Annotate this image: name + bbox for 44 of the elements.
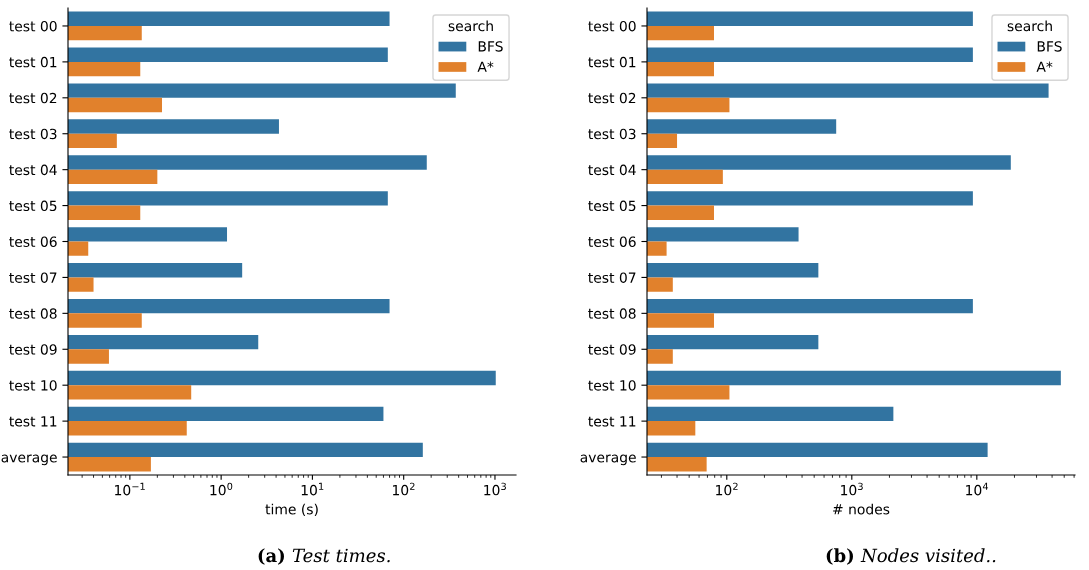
y-tick-label: test 01 [9,56,57,68]
y-tick-label: test 00 [9,20,57,32]
x-tick-label: 10$^{2}$ [716,482,738,496]
y-tick-label: test 02 [9,92,57,104]
y-tick-label: test 08 [9,308,57,319]
legend-label: BFS [1037,41,1062,52]
y-tick-label: test 11 [588,416,636,427]
y-tick-label: test 11 [9,416,57,427]
legend-label: A* [1036,61,1053,72]
y-tick-label: test 01 [588,56,636,68]
y-tick-label: test 10 [588,380,636,391]
x-tick-label: 10$^{2}$ [392,482,415,496]
x-tick-label: 10$^{3}$ [484,482,506,496]
y-tick-label: test 05 [588,200,636,212]
y-tick-label: test 03 [588,128,636,140]
legend-label: A* [477,61,494,72]
y-tick-label: test 09 [9,344,57,355]
x-axis-title: time (s) [265,503,318,517]
x-tick-label: 10$^{1}$ [301,482,324,496]
y-tick-label: test 07 [588,272,636,283]
y-tick-label: test 06 [588,236,636,247]
text: (b) Nodes visited.. [826,548,996,565]
x-tick-label: 10$^{4}$ [966,482,989,496]
legend-title: search [448,20,493,32]
text: (a) Test times. [258,548,390,565]
y-tick-label: test 07 [9,272,57,283]
legend-title: search [1007,20,1052,32]
x-tick-label: 10$^{3}$ [841,482,863,496]
y-tick-label: test 08 [588,308,636,319]
y-tick-label: test 04 [9,164,57,176]
y-tick-label: test 06 [9,236,57,247]
y-tick-label: test 02 [588,92,636,104]
x-tick-label: 10$^{0}$ [210,482,233,496]
y-tick-label: average [1,454,57,466]
y-tick-label: test 00 [588,20,636,32]
y-tick-label: test 10 [9,380,57,391]
x-axis-title: # nodes [833,503,890,515]
y-tick-label: test 05 [9,200,57,212]
y-tick-label: test 04 [588,164,636,176]
x-tick-label: 10$^{−1}$ [115,482,145,496]
y-tick-label: test 09 [588,344,636,355]
y-tick-label: average [580,454,636,466]
legend-label: BFS [478,41,503,52]
y-tick-label: test 03 [9,128,57,140]
